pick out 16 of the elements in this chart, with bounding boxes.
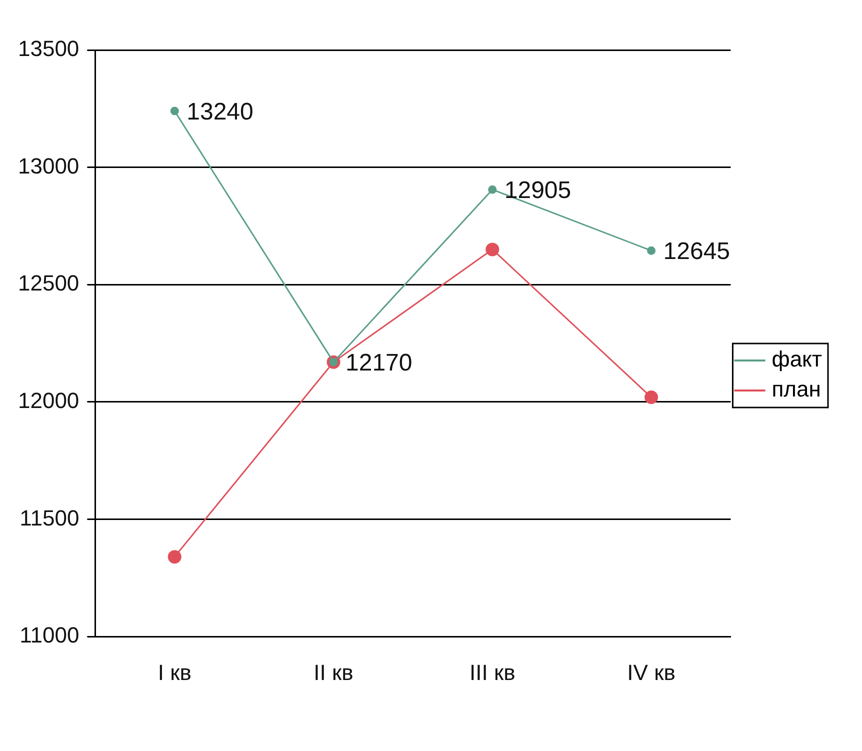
y-tick-label: 12500	[18, 270, 80, 296]
y-tick-label: 11000	[20, 622, 80, 648]
y-tick-label: 13500	[18, 36, 80, 62]
x-tick-label: III кв	[470, 660, 516, 685]
x-tick-label: I кв	[158, 660, 192, 685]
x-tick-label: II кв	[314, 660, 354, 685]
data-label: 13240	[186, 98, 254, 126]
data-label: 12645	[663, 238, 730, 266]
y-tick-label: 12000	[18, 388, 80, 414]
legend-label: план	[772, 376, 821, 402]
y-tick-label: 11500	[20, 505, 80, 530]
data-label: 12905	[504, 177, 572, 204]
legend-label: факт	[772, 346, 822, 372]
data-label: 12170	[346, 350, 412, 377]
x-tick-label: IV кв	[627, 660, 676, 685]
y-tick-label: 13000	[18, 153, 80, 178]
